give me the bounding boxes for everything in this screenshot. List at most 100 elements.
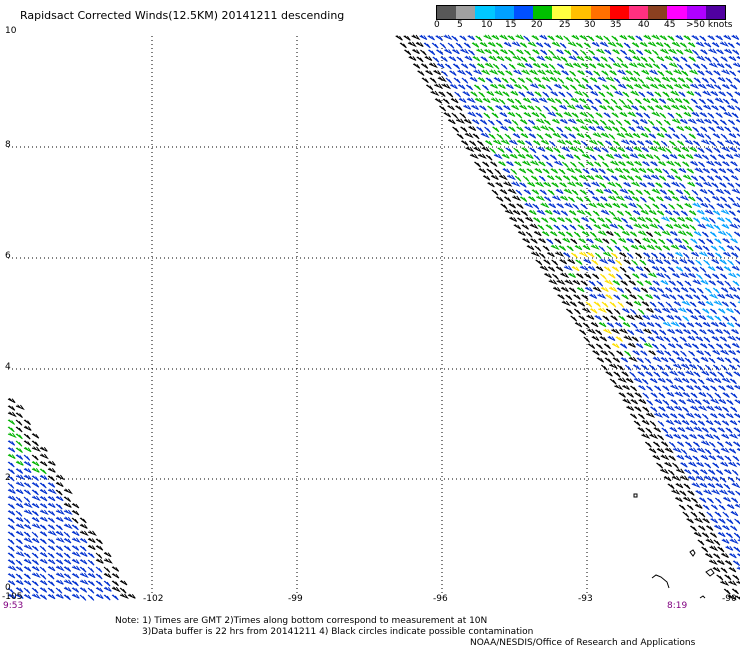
wind-barb [641,147,649,153]
wind-barb [613,294,621,301]
wind-barb [717,531,726,538]
wind-barb [724,63,733,69]
wind-barb [697,300,706,306]
wind-barb [71,565,81,571]
wind-barb [729,538,739,545]
wind-barb [623,119,631,126]
wind-barb [677,77,686,83]
wind-barb [677,230,688,236]
wind-barb [716,455,725,461]
wind-barb [567,196,575,203]
wind-barb [569,301,577,307]
wind-barb [720,56,728,62]
wind-barb [457,84,466,90]
wind-barb [666,252,675,258]
wind-barb [701,231,709,238]
wind-barb [718,518,726,524]
wind-barb [605,308,613,315]
wind-barb [726,168,734,174]
wind-barb [730,161,738,167]
wind-barb [655,41,664,47]
wind-barb [605,217,612,224]
wind-barb [666,97,676,104]
wind-barb [520,132,529,139]
wind-barb [669,77,678,83]
wind-barb [616,195,626,202]
wind-barb [735,182,740,188]
wind-barb [683,342,692,348]
wind-barb [555,34,564,41]
wind-barb [575,259,583,266]
wind-barb [39,509,49,516]
wind-barb [647,258,656,265]
wind-barb [684,202,693,209]
wind-barb [620,357,629,363]
wind-barb [724,48,733,54]
wind-barb [723,251,731,257]
wind-barb [412,48,420,55]
wind-barb [724,357,732,364]
wind-barb [477,153,487,160]
wind-barb [15,559,23,566]
wind-barb [667,189,675,196]
wind-barb [452,126,459,133]
wind-barb [613,371,621,378]
wind-barb [39,558,48,564]
wind-barb [684,441,693,448]
wind-barb [638,385,646,391]
wind-barb [47,545,56,551]
wind-barb [650,238,658,245]
wind-barb [649,146,659,152]
wind-barb [557,139,567,145]
wind-barb [705,433,715,440]
wind-barb [724,203,732,209]
wind-barb [635,328,645,335]
wind-barb [725,139,735,145]
wind-barb [551,118,560,124]
wind-barb [668,441,676,448]
wind-barb [686,245,694,252]
wind-barb [624,195,634,201]
wind-barb [613,308,621,315]
wind-barb [586,238,594,244]
wind-barb [604,140,613,146]
wind-barb [714,392,722,399]
wind-barb [591,105,599,112]
lat-label: 8 [5,140,11,150]
wind-barb [699,251,709,257]
wind-barb [31,440,39,447]
wind-barb [660,126,668,133]
colorbar-swatch [705,6,726,19]
wind-barb [621,76,631,82]
wind-barb [641,69,650,75]
wind-barb [700,202,709,208]
wind-barb [673,146,682,153]
wind-barb [733,413,740,419]
wind-barb [720,364,728,371]
wind-barb [511,41,521,47]
wind-barb [652,454,661,461]
wind-barb [619,343,628,349]
wind-barb [63,502,72,508]
wind-barb [7,593,16,599]
wind-barb [47,580,55,587]
wind-barb [681,363,691,370]
wind-barb [15,447,23,454]
wind-barb [127,593,136,599]
wind-barb [498,98,506,105]
wind-barb [634,238,642,245]
wind-barb [674,315,682,321]
wind-barb [728,210,736,217]
wind-barb [15,587,24,593]
wind-barb [708,126,716,132]
wind-barb [654,412,664,418]
wind-barb [531,189,540,195]
wind-barb [624,287,632,294]
wind-barb [679,182,686,189]
wind-barb [610,315,618,321]
wind-barb [542,168,550,175]
colorbar-label: 15 [505,20,517,30]
wind-barb [457,69,467,76]
wind-barb [696,273,703,280]
wind-barb [670,321,680,327]
